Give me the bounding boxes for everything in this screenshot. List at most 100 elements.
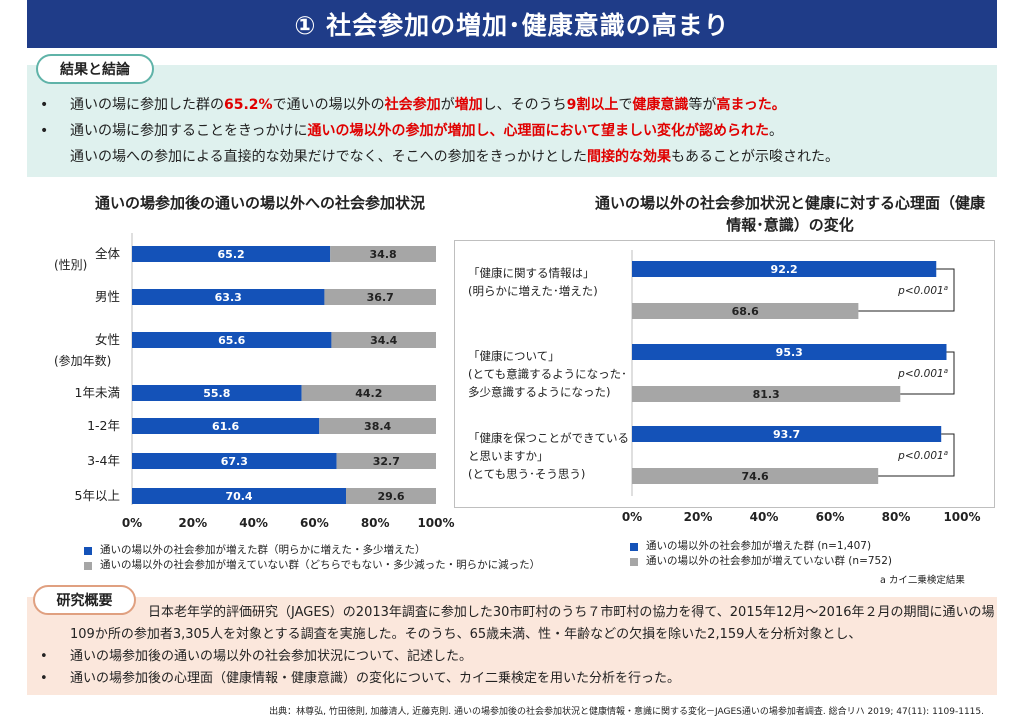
category-label: 1年未満	[75, 385, 120, 400]
results-panel	[27, 65, 997, 177]
source-citation: 出典：林尊弘, 竹田徳則, 加藤清人, 近藤克則. 通いの場参加後の社会参加状況…	[269, 707, 984, 717]
bar-not-increased	[331, 332, 436, 348]
study-text: 日本老年学的評価研究（JAGES）の2013年調査に参加した30市町村のうち７市…	[40, 602, 995, 690]
category-label: 多少意識するようになった)	[468, 385, 611, 399]
x-tick-label: 0%	[622, 510, 642, 524]
result-text: 通いの場への参加による直接的な効果だけでなく、そこへの参加をきっかけとした間接的…	[70, 149, 840, 165]
data-label: 63.3	[215, 291, 242, 304]
bar-increased	[632, 426, 942, 442]
data-label: 34.8	[370, 248, 397, 261]
data-label: 44.2	[355, 387, 382, 400]
x-tick-label: 20%	[178, 516, 207, 530]
legend-item-not-increased: 通いの場以外の社会参加が増えていない群（どちらでもない・多少減った・明らかに減っ…	[84, 558, 540, 573]
bar-increased	[132, 453, 337, 469]
data-label: 32.7	[373, 455, 400, 468]
data-label: 67.3	[221, 455, 248, 468]
data-label: 70.4	[225, 490, 252, 503]
x-tick-label: 100%	[417, 516, 454, 530]
legend-swatch-blue	[630, 542, 638, 551]
left-chart-title: 通いの場参加後の通いの場以外への社会参加状況	[94, 194, 425, 212]
p-value-superscript: a	[944, 367, 948, 375]
data-label: 68.6	[732, 305, 759, 318]
category-label: 「健康を保つことができている	[468, 431, 629, 445]
legend-item-increased: 通いの場以外の社会参加が増えた群 (n=1,407)	[630, 539, 892, 554]
category-label: 「健康について」	[468, 349, 560, 363]
result-text: 通いの場に参加することをきっかけに通いの場以外の参加が増加し、心理面において望ま…	[70, 123, 784, 139]
legend-swatch-blue	[84, 546, 92, 555]
p-value-superscript: a	[944, 449, 948, 457]
data-label: 74.6	[742, 470, 769, 483]
x-tick-label: 80%	[882, 510, 911, 524]
bar-increased	[132, 289, 325, 305]
left-stacked-bar-chart: (性別) (参加年数) 全体 65.2 34.8 男性 63.3 36.7 女性 65.6 34.4…	[54, 233, 455, 530]
result-bullet-1: • 通いの場に参加した群の65.2%で通いの場以外の社会参加が増加し、そのうち9…	[40, 92, 990, 118]
bullet-marker: •	[40, 671, 48, 686]
bar-increased	[132, 418, 320, 434]
category-label: 1-2年	[87, 418, 120, 433]
x-tick-label: 40%	[750, 510, 779, 524]
bar-not-increased	[330, 246, 436, 262]
p-value-annotation: p<0.001a	[897, 367, 948, 380]
category-label: と思いますか」	[468, 449, 549, 463]
data-label: 55.8	[203, 387, 230, 400]
study-lead-2: 109か所の参加者3,305人を対象とする調査を実施した。そのうち、65歳未満、…	[70, 627, 862, 642]
category-label: 全体	[95, 246, 121, 261]
x-tick-label: 100%	[943, 510, 980, 524]
category-label: (とても意識するようになった･	[468, 367, 627, 381]
bar-increased	[132, 246, 331, 262]
bar-not-increased	[346, 488, 436, 504]
result-line-3: 通いの場への参加による直接的な効果だけでなく、そこへの参加をきっかけとした間接的…	[40, 144, 990, 170]
x-tick-label: 40%	[239, 516, 268, 530]
bar-not-increased	[632, 386, 901, 402]
category-label: 「健康に関する情報は」	[468, 266, 595, 280]
bar-not-increased	[336, 453, 436, 469]
page-title: ① 社会参加の増加･健康意識の高まり	[27, 0, 997, 48]
bar-not-increased	[319, 418, 436, 434]
results-badge: 結果と結論	[36, 54, 154, 84]
study-lead-1: 日本老年学的評価研究（JAGES）の2013年調査に参加した30市町村のうち７市…	[148, 605, 995, 620]
data-label: 29.6	[377, 490, 404, 503]
data-label: 92.2	[771, 263, 798, 276]
bar-not-increased	[301, 385, 436, 401]
data-label: 81.3	[753, 388, 780, 401]
chi-square-footnote: a カイ二乗検定結果	[880, 575, 965, 586]
significance-bracket	[878, 433, 955, 477]
results-bullets: • 通いの場に参加した群の65.2%で通いの場以外の社会参加が増加し、そのうち9…	[40, 92, 990, 170]
legend-item-increased: 通いの場以外の社会参加が増えた群（明らかに増えた・多少増えた）	[84, 543, 540, 558]
significance-bracket	[900, 351, 955, 395]
x-tick-label: 0%	[122, 516, 142, 530]
data-label: 34.4	[370, 334, 397, 347]
p-value-superscript: a	[944, 284, 948, 292]
study-badge: 研究概要	[33, 585, 136, 615]
bullet-marker: •	[40, 123, 49, 139]
study-bullet-2: • 通いの場参加後の心理面（健康情報・健康意識）の変化について、カイ二乗検定を用…	[40, 668, 990, 690]
result-text: 通いの場に参加した群の65.2%で通いの場以外の社会参加が増加し、そのうち9割以…	[70, 97, 786, 113]
legend-swatch-gray	[630, 557, 638, 566]
legend-item-not-increased: 通いの場以外の社会参加が増えていない群 (n=752)	[630, 554, 892, 569]
p-value-annotation: p<0.001a	[897, 449, 948, 462]
x-tick-label: 60%	[300, 516, 329, 530]
right-chart-legend: 通いの場以外の社会参加が増えた群 (n=1,407) 通いの場以外の社会参加が増…	[630, 539, 892, 569]
data-label: 38.4	[364, 420, 391, 433]
group-label: (性別)	[54, 258, 87, 272]
data-label: 95.3	[776, 346, 803, 359]
data-label: 93.7	[773, 428, 800, 441]
right-chart-title: 通いの場以外の社会参加状況と健康に対する心理面（健康情報･意識）の変化	[594, 194, 985, 234]
x-tick-label: 80%	[361, 516, 390, 530]
data-label: 61.6	[212, 420, 239, 433]
data-label: 65.2	[218, 248, 245, 261]
category-label: (とても思う･そう思う)	[468, 467, 585, 481]
category-label: 女性	[95, 332, 120, 347]
left-chart-legend: 通いの場以外の社会参加が増えた群（明らかに増えた・多少増えた） 通いの場以外の社…	[84, 543, 540, 573]
category-label: 3-4年	[87, 453, 120, 468]
right-grouped-bar-chart: 「健康に関する情報は」 (明らかに増えた･増えた) 92.2 68.6 p<0.001a…	[468, 250, 981, 524]
category-label: (明らかに増えた･増えた)	[468, 284, 598, 298]
bar-not-increased	[324, 289, 436, 305]
legend-swatch-gray	[84, 561, 92, 570]
bar-increased	[132, 332, 332, 348]
right-chart-frame	[454, 240, 995, 508]
bar-increased	[632, 261, 937, 277]
result-bullet-2: • 通いの場に参加することをきっかけに通いの場以外の参加が増加し、心理面において…	[40, 118, 990, 144]
x-tick-label: 20%	[684, 510, 713, 524]
x-tick-label: 60%	[816, 510, 845, 524]
